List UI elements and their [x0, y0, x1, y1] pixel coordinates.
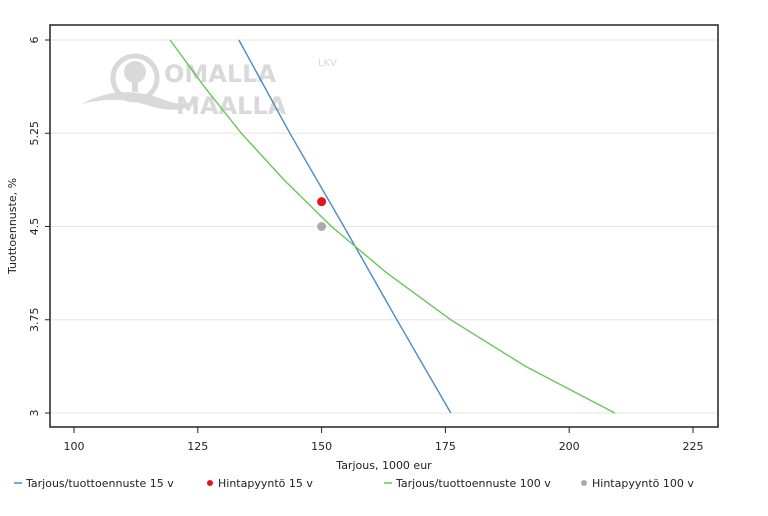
y-tick-label: 5.25 [28, 121, 41, 146]
series-point-3 [317, 222, 327, 231]
x-tick-label: 125 [187, 440, 208, 453]
omalla-maalla-logo: OMALLA MAALLA LKV [82, 53, 337, 120]
x-axis: 100 125 150 175 200 225 [64, 427, 704, 453]
y-axis: 3 3.75 4.5 5.25 6 [28, 37, 50, 417]
logo-line2: MAALLA [176, 92, 287, 120]
y-axis-label: Tuottoennuste, % [6, 178, 19, 275]
legend-label: Tarjous/tuottoennuste 15 v [25, 477, 174, 490]
gridlines [50, 39, 718, 414]
y-tick-label: 6 [28, 37, 41, 44]
x-tick-label: 150 [311, 440, 332, 453]
series-layer [169, 39, 616, 414]
logo-sup: LKV [318, 58, 337, 69]
x-tick-label: 225 [683, 440, 704, 453]
series-line-0 [238, 39, 452, 414]
legend-label: Hintapyyntö 15 v [218, 477, 313, 490]
x-tick-label: 175 [435, 440, 456, 453]
legend-swatch [207, 480, 213, 486]
legend-swatch [581, 480, 587, 486]
legend-label: Hintapyyntö 100 v [592, 477, 694, 490]
y-tick-label: 3 [28, 410, 41, 417]
y-tick-label: 4.5 [28, 218, 41, 236]
series-point-1 [317, 197, 327, 207]
series-line-2 [169, 39, 616, 414]
legend: Tarjous/tuottoennuste 15 v Hintapyyntö 15… [14, 477, 694, 490]
x-axis-label: Tarjous, 1000 eur [335, 459, 432, 472]
legend-label: Tarjous/tuottoennuste 100 v [395, 477, 551, 490]
y-tick-label: 3.75 [28, 308, 41, 333]
x-tick-label: 100 [64, 440, 85, 453]
logo-line1: OMALLA [164, 60, 276, 88]
x-tick-label: 200 [559, 440, 580, 453]
